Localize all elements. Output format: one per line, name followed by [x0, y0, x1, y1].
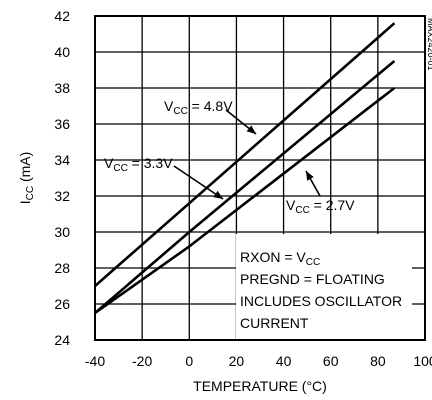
x-tick-label: -40	[85, 353, 105, 369]
series-layer	[94, 22, 396, 315]
condition-line-4: CURRENT	[240, 315, 309, 331]
arrow-4-8v	[225, 109, 257, 135]
x-tick-label: 0	[185, 353, 193, 369]
x-tick-label: 60	[323, 353, 339, 369]
label-arrows	[173, 109, 321, 200]
arrow-2-7v	[305, 170, 321, 197]
y-tick-label: 30	[54, 224, 70, 240]
y-tick-label: 28	[54, 260, 70, 276]
series-label-3-3v: VCC = 3.3V	[104, 155, 173, 174]
grid	[95, 16, 425, 340]
y-tick-label: 38	[54, 80, 70, 96]
x-tick-label: 100	[413, 353, 432, 369]
x-tick-label: 20	[229, 353, 245, 369]
condition-line-3: INCLUDES OSCILLATOR	[240, 293, 402, 309]
y-tick-label: 40	[54, 44, 70, 60]
x-tick-label: -20	[132, 353, 152, 369]
x-tick-label: 40	[276, 353, 292, 369]
arrow-3-3v	[173, 165, 224, 200]
y-axis-title: ICC (mA)	[17, 152, 36, 205]
y-tick-label: 26	[54, 296, 70, 312]
x-axis-title: TEMPERATURE (°C)	[193, 378, 327, 394]
y-tick-label: 36	[54, 116, 70, 132]
y-tick-label: 32	[54, 188, 70, 204]
condition-line-2: PREGND = FLOATING	[240, 271, 385, 287]
plot-frame	[94, 15, 426, 341]
conditions-box	[236, 234, 412, 340]
y-tick-label: 24	[54, 332, 70, 348]
series-line-2	[94, 86, 396, 315]
figure-id: MAX2420-01	[426, 18, 432, 71]
ticks: -40 -20 0 20 40 60 80 100 24 26 28 30 32 34 36 38 40 42	[54, 8, 432, 369]
series-line-0	[94, 22, 396, 287]
series-line-1	[94, 60, 396, 314]
x-tick-label: 80	[370, 353, 386, 369]
condition-line-1: RXON = VCC	[240, 249, 320, 268]
y-tick-label: 42	[54, 8, 70, 24]
series-label-4-8v: VCC = 4.8V	[164, 98, 233, 117]
series-label-2-7v: VCC = 2.7V	[286, 197, 355, 216]
y-tick-label: 34	[54, 152, 70, 168]
